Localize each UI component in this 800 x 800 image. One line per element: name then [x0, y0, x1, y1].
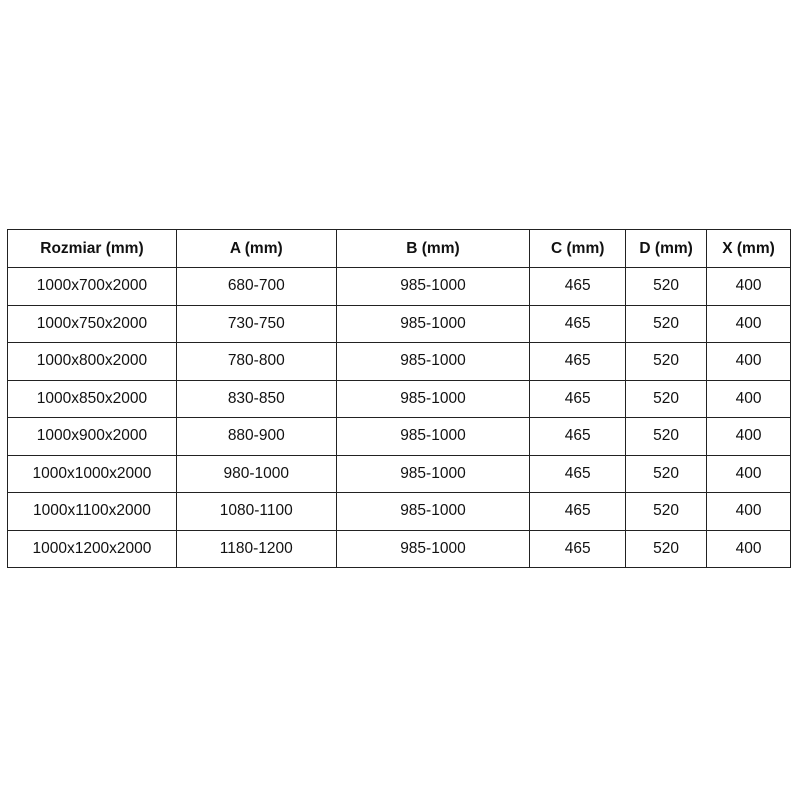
header-size: Rozmiar (mm) [7, 229, 177, 268]
cell-c: 465 [529, 454, 627, 493]
cell-x: 400 [706, 454, 791, 493]
table-body: 1000x700x2000 680-700 985-1000 465 520 400 100… [7, 267, 791, 568]
cell-d: 520 [625, 342, 708, 381]
cell-c: 465 [529, 267, 627, 306]
cell-d: 520 [625, 267, 708, 306]
header-b: B (mm) [335, 229, 531, 268]
header-row: Rozmiar (mm) A (mm) B (mm) C (mm) D (mm)… [7, 229, 791, 268]
cell-d: 520 [625, 304, 708, 343]
header-x: X (mm) [706, 229, 791, 268]
cell-a: 780-800 [175, 342, 337, 381]
cell-a: 1180-1200 [175, 529, 337, 568]
cell-b: 985-1000 [335, 379, 531, 418]
cell-x: 400 [706, 267, 791, 306]
cell-b: 985-1000 [335, 304, 531, 343]
cell-a: 680-700 [175, 267, 337, 306]
cell-size: 1000x800x2000 [7, 342, 177, 381]
table-row: 1000x900x2000 880-900 985-1000 465 520 400 [7, 417, 791, 456]
cell-a: 830-850 [175, 379, 337, 418]
dimensions-table: Rozmiar (mm) A (mm) B (mm) C (mm) D (mm)… [7, 229, 791, 568]
cell-d: 520 [625, 379, 708, 418]
cell-d: 520 [625, 529, 708, 568]
cell-x: 400 [706, 342, 791, 381]
cell-a: 880-900 [175, 417, 337, 456]
cell-c: 465 [529, 379, 627, 418]
cell-d: 520 [625, 492, 708, 531]
cell-d: 520 [625, 454, 708, 493]
cell-x: 400 [706, 304, 791, 343]
cell-size: 1000x750x2000 [7, 304, 177, 343]
table-row: 1000x1200x2000 1180-1200 985-1000 465 520 400 [7, 529, 791, 568]
header-a: A (mm) [175, 229, 337, 268]
cell-x: 400 [706, 379, 791, 418]
cell-size: 1000x700x2000 [7, 267, 177, 306]
table-row: 1000x1000x2000 980-1000 985-1000 465 520 400 [7, 454, 791, 493]
cell-c: 465 [529, 529, 627, 568]
header-d: D (mm) [625, 229, 708, 268]
header-c: C (mm) [529, 229, 627, 268]
cell-c: 465 [529, 492, 627, 531]
cell-c: 465 [529, 342, 627, 381]
cell-size: 1000x900x2000 [7, 417, 177, 456]
cell-b: 985-1000 [335, 267, 531, 306]
table-row: 1000x700x2000 680-700 985-1000 465 520 400 [7, 267, 791, 306]
cell-b: 985-1000 [335, 492, 531, 531]
cell-size: 1000x1200x2000 [7, 529, 177, 568]
cell-a: 1080-1100 [175, 492, 337, 531]
cell-b: 985-1000 [335, 454, 531, 493]
table-row: 1000x1100x2000 1080-1100 985-1000 465 520 400 [7, 492, 791, 531]
cell-a: 980-1000 [175, 454, 337, 493]
cell-size: 1000x1000x2000 [7, 454, 177, 493]
cell-x: 400 [706, 529, 791, 568]
cell-b: 985-1000 [335, 529, 531, 568]
cell-size: 1000x1100x2000 [7, 492, 177, 531]
cell-b: 985-1000 [335, 342, 531, 381]
cell-c: 465 [529, 304, 627, 343]
table-row: 1000x800x2000 780-800 985-1000 465 520 400 [7, 342, 791, 381]
cell-size: 1000x850x2000 [7, 379, 177, 418]
table-row: 1000x850x2000 830-850 985-1000 465 520 400 [7, 379, 791, 418]
cell-d: 520 [625, 417, 708, 456]
cell-x: 400 [706, 417, 791, 456]
table-row: 1000x750x2000 730-750 985-1000 465 520 400 [7, 304, 791, 343]
cell-x: 400 [706, 492, 791, 531]
cell-a: 730-750 [175, 304, 337, 343]
cell-b: 985-1000 [335, 417, 531, 456]
cell-c: 465 [529, 417, 627, 456]
